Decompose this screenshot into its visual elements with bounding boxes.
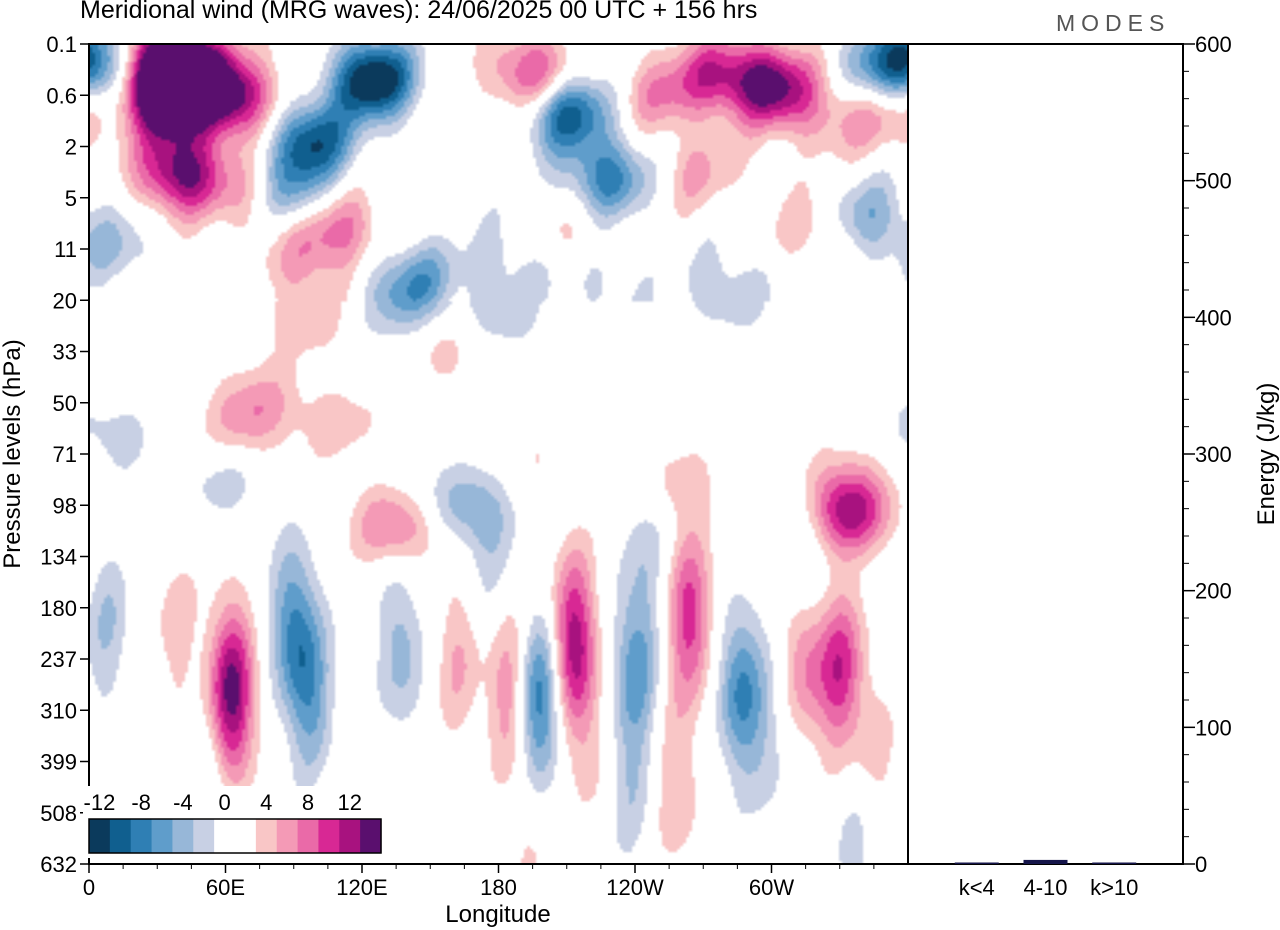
- energy-tick-label-300: 300: [1195, 442, 1232, 467]
- x-tick-label-60e: 60E: [206, 875, 245, 900]
- colorbar-label-4: 4: [260, 790, 272, 815]
- energy-bar-4-10: [1023, 859, 1068, 864]
- colorbar-label-0: 0: [218, 790, 230, 815]
- x-tick-label-0: 0: [83, 875, 95, 900]
- y-tick-label-180: 180: [40, 596, 77, 621]
- x-axis-title: Longitude: [445, 901, 550, 928]
- x-tick-label-180: 180: [480, 875, 517, 900]
- y-axis-title: Pressure levels (hPa): [0, 339, 26, 568]
- heatmap-image: [89, 44, 908, 864]
- y-tick-label-237: 237: [40, 647, 77, 672]
- x-tick-label-60w: 60W: [749, 875, 794, 900]
- energy-tick-label-400: 400: [1195, 305, 1232, 330]
- y-tick-label-71: 71: [53, 442, 77, 467]
- energy-bar-k-10: [1092, 862, 1137, 864]
- y-tick-label-20: 20: [53, 288, 77, 313]
- energy-category-k-4: k<4: [959, 875, 995, 900]
- colorbar-label-4: -4: [173, 790, 193, 815]
- y-tick-label-5: 5: [65, 186, 77, 211]
- colorbar-label-8: 8: [302, 790, 314, 815]
- colorbar-swatch: [109, 819, 132, 853]
- colorbar-swatch: [130, 819, 153, 853]
- y-tick-label-33: 33: [53, 340, 77, 365]
- pressure-axis: 0.1 0.6 2 5 11 20 33 50 71 98 134 180 237 310 399 508 63…: [40, 32, 89, 877]
- y-tick-label-2: 2: [65, 135, 77, 160]
- colorbar-swatch: [318, 819, 340, 853]
- colorbar-swatch: [172, 819, 194, 853]
- energy-category-k-10: k>10: [1090, 875, 1138, 900]
- energy-bar-k-4: [954, 862, 999, 864]
- colorbar-label-12: 12: [337, 790, 361, 815]
- colorbar-legend: -12 -8 -4 0 4 8 12: [83, 786, 387, 858]
- y-tick-label-632: 632: [40, 852, 77, 877]
- y-tick-label-310: 310: [40, 698, 77, 723]
- y-tick-label-50: 50: [53, 391, 77, 416]
- y-tick-label-399: 399: [40, 750, 77, 775]
- energy-frame: [907, 43, 1184, 865]
- colorbar-swatch: [255, 819, 278, 853]
- y-tick-label-134: 134: [40, 545, 77, 570]
- energy-tick-label-100: 100: [1195, 715, 1232, 740]
- colorbar-swatch: [151, 819, 174, 853]
- energy-tick-label-0: 0: [1195, 852, 1207, 877]
- colorbar-swatch: [193, 819, 215, 853]
- energy-tick-label-200: 200: [1195, 579, 1232, 604]
- y-tick-label-0-1: 0.1: [46, 32, 77, 57]
- y-tick-label-0-6: 0.6: [46, 83, 77, 108]
- longitude-axis: 0 60E 120E 180 120W 60W: [83, 864, 875, 900]
- heatmap-field: [89, 44, 908, 864]
- energy-tick-label-500: 500: [1195, 169, 1232, 194]
- energy-tick-label-600: 600: [1195, 32, 1232, 57]
- colorbar-swatch: [214, 819, 236, 853]
- y-tick-label-98: 98: [53, 493, 77, 518]
- energy-axis-title: Energy (J/kg): [1253, 383, 1280, 526]
- colorbar-swatch: [339, 819, 361, 853]
- colorbar-label-12: -12: [84, 790, 116, 815]
- colorbar-swatch: [235, 819, 257, 853]
- colorbar-frame: [88, 818, 382, 854]
- y-tick-label-11: 11: [54, 237, 77, 262]
- x-tick-label-120w: 120W: [606, 875, 664, 900]
- colorbar-swatch: [89, 819, 111, 853]
- colorbar-swatch: [276, 819, 299, 853]
- y-tick-label-508: 508: [40, 801, 77, 826]
- colorbar-swatch: [360, 819, 382, 853]
- energy-panel: 0 100 200 300 400 500 600 k<4 4-10 k>10: [907, 32, 1232, 900]
- brand-logo: MODES: [1056, 10, 1171, 36]
- x-tick-label-120e: 120E: [336, 875, 387, 900]
- colorbar-label-8: -8: [131, 790, 151, 815]
- chart-title: Meridional wind (MRG waves): 24/06/2025 …: [80, 0, 758, 24]
- colorbar-swatch: [297, 819, 320, 853]
- energy-category-4-10: 4-10: [1023, 875, 1067, 900]
